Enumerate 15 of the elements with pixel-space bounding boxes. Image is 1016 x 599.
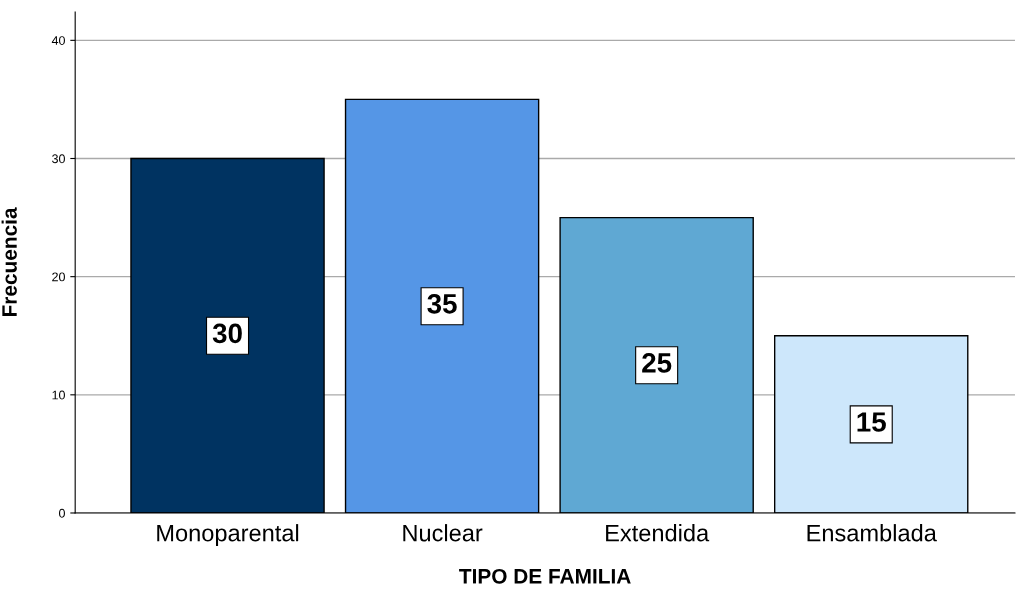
- y-tick-label: 20: [52, 272, 65, 282]
- x-tick-label: Extendida: [606, 524, 710, 542]
- y-axis-title: Frecuencia: [1, 207, 17, 317]
- x-axis-title: TIPO DE FAMILIA: [459, 568, 631, 584]
- y-tick-label: 40: [51, 36, 65, 45]
- x-tick-label: Monoparental: [157, 524, 299, 547]
- data-label: 35: [427, 293, 457, 314]
- data-label: 15: [857, 412, 886, 432]
- data-label: 25: [642, 353, 672, 373]
- x-tick-label: Ensamblada: [807, 524, 937, 542]
- x-tick-label: Nuclear: [403, 524, 483, 542]
- y-tick-label: 0: [59, 508, 65, 518]
- data-label: 30: [212, 323, 242, 344]
- y-tick-label: 10: [52, 390, 65, 400]
- y-tick-label: 30: [52, 154, 65, 164]
